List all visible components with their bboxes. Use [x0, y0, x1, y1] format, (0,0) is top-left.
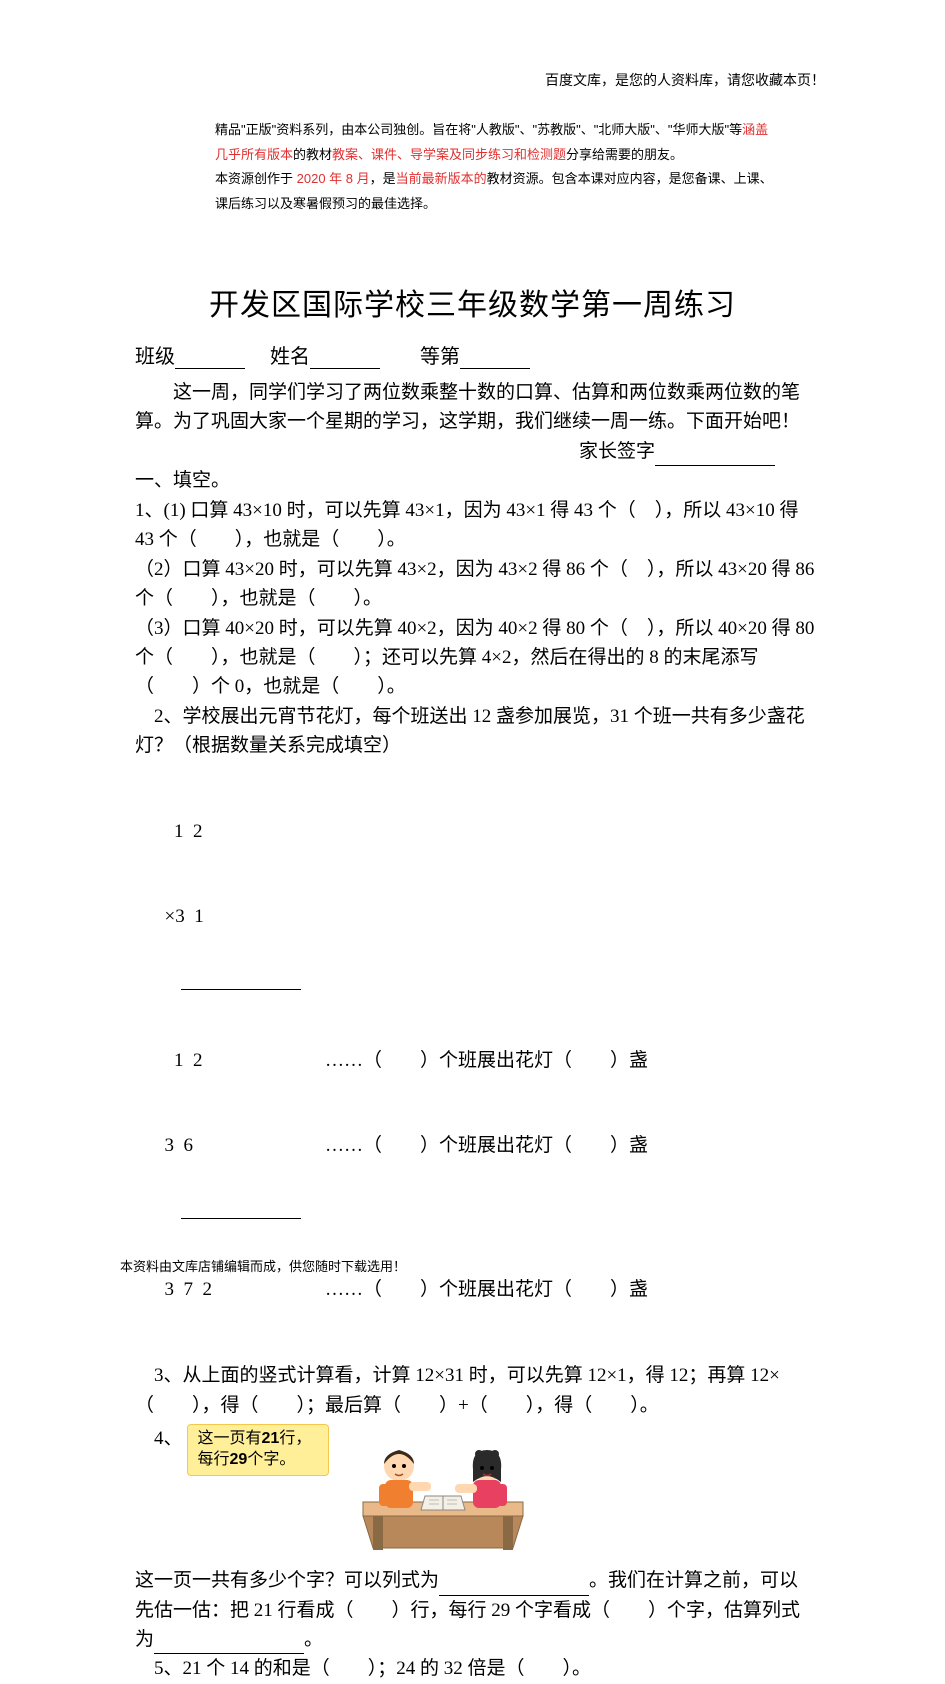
calc-r4: 3 6: [155, 1132, 325, 1161]
intro-red-3: 2020 年 8 月: [293, 171, 370, 186]
section-1-title: 一、填空。: [135, 466, 815, 495]
grade-label: 等第: [420, 346, 460, 368]
speech-bubble: 这一页有21行， 每行29个字。: [187, 1424, 329, 1476]
calc-r5: 3 7 2: [155, 1276, 325, 1305]
class-label: 班级: [135, 346, 175, 368]
calc-r4-desc: ……（ ）个班展出花灯（ ）盏: [325, 1132, 648, 1161]
calc-r5-desc: ……（ ）个班展出花灯（ ）盏: [325, 1276, 648, 1305]
speech-text-1b: 行，: [279, 1430, 311, 1447]
speech-29: 29: [230, 1451, 248, 1468]
question-5: 5、21 个 14 的和是（ ）；24 的 32 倍是（ ）。: [135, 1654, 815, 1683]
speech-text-2: 每行: [198, 1451, 230, 1468]
calc-r3: 1 2: [155, 1047, 325, 1076]
intro-red-2: 教案、课件、导学案及同步练习和检测题: [332, 147, 566, 162]
class-blank: [175, 350, 245, 369]
calc-r3-desc: ……（ ）个班展出花灯（ ）盏: [325, 1047, 648, 1076]
intro-text-5: ，是: [370, 171, 396, 186]
question-4-row: 4、 这一页有21行， 每行29个字。: [135, 1424, 815, 1560]
q4-text-c: 。: [304, 1629, 323, 1650]
intro-text-4: 本资源创作于: [215, 171, 293, 186]
intro-text-3: 分享给需要的朋友。: [566, 147, 683, 162]
parent-sign-line: 家长签字: [135, 437, 815, 466]
sign-blank: [655, 447, 775, 466]
sign-label: 家长签字: [579, 441, 655, 462]
footer-note: 本资料由文库店铺编辑而成，供您随时下载选用！: [120, 1256, 406, 1275]
calc-rule-1: [181, 989, 301, 990]
kids-svg: [343, 1424, 543, 1560]
intro-text: 精品"正版"资料系列，由本公司独创。旨在将"人教版"、"苏教版"、"北师大版"、…: [215, 122, 742, 137]
question-3: 3、从上面的竖式计算看，计算 12×31 时，可以先算 12×1，得 12；再算…: [135, 1361, 815, 1420]
question-2: 2、学校展出元宵节花灯，每个班送出 12 盏参加展览，31 个班一共有多少盏花灯…: [135, 702, 815, 761]
header-note: 百度文库，是您的人资料库，请您收藏本页！: [545, 70, 825, 90]
speech-text-2b: 个字。: [247, 1451, 295, 1468]
q4-label: 4、: [135, 1424, 183, 1453]
document-page: 百度文库，是您的人资料库，请您收藏本页！ 精品"正版"资料系列，由本公司独创。旨…: [0, 0, 945, 1337]
intro-paragraph: 这一周，同学们学习了两位数乘整十数的口算、估算和两位数乘两位数的笔算。为了巩固大…: [135, 378, 815, 437]
speech-text-1: 这一页有: [198, 1430, 262, 1447]
name-blank: [310, 350, 380, 369]
body-text: 这一周，同学们学习了两位数乘整十数的口算、估算和两位数乘两位数的笔算。为了巩固大…: [135, 378, 815, 1684]
intro-block: 精品"正版"资料系列，由本公司独创。旨在将"人教版"、"苏教版"、"北师大版"、…: [215, 118, 775, 217]
question-1-3: （3）口算 40×20 时，可以先算 40×2，因为 40×2 得 80 个（ …: [135, 614, 815, 702]
q4-text-a: 这一页一共有多少个字？可以列式为: [135, 1570, 439, 1591]
name-label: 姓名: [270, 346, 310, 368]
intro-text-2: 的教材: [293, 147, 332, 162]
q4-blank-2: [154, 1635, 304, 1654]
q4-blank-1: [439, 1577, 589, 1596]
page-title: 开发区国际学校三年级数学第一周练习: [0, 280, 945, 324]
kids-illustration: [343, 1424, 543, 1560]
question-1-1: 1、(1) 口算 43×10 时，可以先算 43×1，因为 43×1 得 43 …: [135, 496, 815, 555]
question-4-text: 这一页一共有多少个字？可以列式为。我们在计算之前，可以先估一估：把 21 行看成…: [135, 1566, 815, 1654]
class-line: 班级 姓名 等第: [135, 340, 530, 369]
calc-rule-2: [181, 1218, 301, 1219]
intro-red-4: 当前最新版本的: [396, 171, 487, 186]
question-1-2: （2）口算 43×20 时，可以先算 43×2，因为 43×2 得 86 个（ …: [135, 555, 815, 614]
calc-r1: 1 2: [155, 818, 325, 847]
speech-21: 21: [262, 1430, 280, 1447]
grade-blank: [460, 350, 530, 369]
calc-r2: ×3 1: [155, 903, 325, 932]
